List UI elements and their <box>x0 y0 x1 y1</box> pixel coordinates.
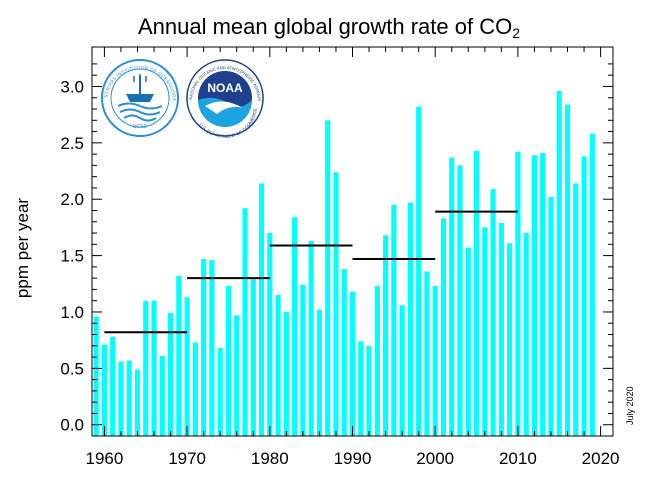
bar-2010 <box>515 151 521 437</box>
bar-2017 <box>573 183 579 436</box>
bar-1976 <box>234 315 240 436</box>
bar-1961 <box>110 336 116 436</box>
bar-1990 <box>349 291 356 436</box>
bar-1989 <box>341 269 347 436</box>
bar-1972 <box>201 258 207 436</box>
bar-1994 <box>383 235 389 436</box>
bar-1987 <box>325 120 331 436</box>
bar-1980 <box>267 233 273 436</box>
bar-2011 <box>523 233 529 436</box>
date-stamp: July 2020 <box>625 386 635 425</box>
x-tick-label: 2000 <box>416 449 454 468</box>
bar-1991 <box>358 341 364 436</box>
bar-1960 <box>101 344 107 436</box>
bar-1981 <box>275 295 281 436</box>
bar-1978 <box>250 279 256 436</box>
bar-1969 <box>176 275 182 436</box>
bar-1962 <box>118 361 124 436</box>
bar-1986 <box>316 309 322 436</box>
bars-group <box>93 90 595 437</box>
scripps-motto: UCSD <box>133 124 148 130</box>
x-tick-label: 2020 <box>582 449 620 468</box>
bar-1968 <box>168 313 174 436</box>
y-tick-label: 0.5 <box>60 359 84 378</box>
y-tick-label: 1.5 <box>60 247 84 266</box>
chart-title: Annual mean global growth rate of CO2 <box>0 14 658 41</box>
bar-1982 <box>283 311 289 436</box>
bar-1999 <box>424 271 430 436</box>
bar-2013 <box>540 152 546 437</box>
bar-2007 <box>490 189 496 436</box>
bar-1971 <box>192 342 198 436</box>
noaa-wordmark: NOAA <box>207 81 243 95</box>
bar-1985 <box>308 240 314 436</box>
bar-1970 <box>184 297 190 436</box>
chart-title-subscript: 2 <box>512 25 520 41</box>
bar-2002 <box>449 157 455 436</box>
bar-2018 <box>581 156 587 436</box>
bar-1998 <box>416 106 422 436</box>
noaa-logo: NATIONAL OCEANIC AND ATMOSPHERIC ADMINIS… <box>186 59 264 139</box>
bar-1995 <box>391 204 397 436</box>
x-tick-label: 1960 <box>85 449 123 468</box>
bar-1963 <box>126 360 132 436</box>
bar-1983 <box>292 217 298 436</box>
decadal-means-group <box>104 210 518 334</box>
chart-title-main: Annual mean global growth rate of CO <box>137 14 513 39</box>
bar-2015 <box>556 90 562 436</box>
bar-1992 <box>366 345 372 436</box>
x-tick-label: 1990 <box>334 449 372 468</box>
bar-2006 <box>482 227 488 436</box>
scripps-logo: SCRIPPS INSTITUTION OF OCEANOGRAPHY UCSD <box>101 59 179 137</box>
bar-2000 <box>432 286 438 436</box>
bar-1984 <box>300 284 306 436</box>
bar-1988 <box>333 172 339 436</box>
axes-group: 0.0 0.5 1.0 1.5 2.0 2.5 3.0 1960 1970 1980 1990 200… <box>60 46 620 468</box>
bar-1959 <box>93 316 99 436</box>
bar-1967 <box>159 355 165 436</box>
x-tick-label: 1980 <box>251 449 289 468</box>
bar-2014 <box>548 196 554 436</box>
bar-1964 <box>134 369 141 436</box>
bar-1996 <box>399 305 405 436</box>
bar-1975 <box>225 286 232 436</box>
bar-1997 <box>407 202 413 436</box>
bar-2001 <box>440 218 447 436</box>
bar-2019 <box>589 133 595 436</box>
y-tick-label: 2.0 <box>60 190 84 209</box>
y-axis-label: ppm per year <box>13 197 32 299</box>
bar-1965 <box>143 300 149 436</box>
x-tick-label: 2010 <box>499 449 537 468</box>
x-tick-label: 1970 <box>168 449 206 468</box>
bar-2004 <box>465 247 471 436</box>
bar-2012 <box>531 155 537 437</box>
bar-1977 <box>242 208 248 436</box>
bar-2005 <box>473 150 480 437</box>
bar-1979 <box>258 183 265 436</box>
bar-2016 <box>564 104 571 436</box>
bar-2008 <box>498 222 504 436</box>
bar-2009 <box>507 243 513 436</box>
y-tick-label: 2.5 <box>60 134 84 153</box>
y-tick-label: 0.0 <box>60 416 84 435</box>
bar-2003 <box>457 165 463 436</box>
bar-1973 <box>209 260 215 436</box>
y-tick-label: 3.0 <box>60 77 84 96</box>
y-tick-label: 1.0 <box>60 303 84 322</box>
bar-1966 <box>151 300 157 436</box>
bar-1974 <box>217 348 223 436</box>
bar-1993 <box>374 286 380 436</box>
